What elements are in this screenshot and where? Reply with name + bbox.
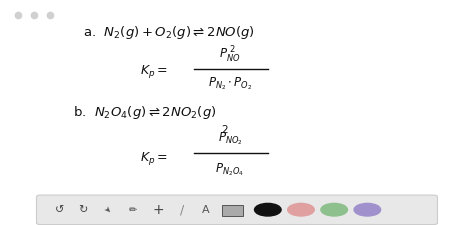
Text: ↺: ↺ (55, 205, 64, 215)
Text: +: + (153, 203, 164, 217)
Text: $P_{NO_2}$: $P_{NO_2}$ (218, 130, 242, 147)
Circle shape (321, 203, 347, 216)
Text: $P_{NO}^{\ 2}$: $P_{NO}^{\ 2}$ (219, 45, 241, 65)
Text: b.  $N_2O_4(g) \rightleftharpoons 2NO_2(g)$: b. $N_2O_4(g) \rightleftharpoons 2NO_2(g… (73, 104, 217, 121)
Circle shape (354, 203, 381, 216)
Text: $P_{N_2O_4}$: $P_{N_2O_4}$ (216, 162, 244, 178)
Text: ✏: ✏ (128, 205, 137, 215)
Text: a.  $N_2(g) + O_2(g) \rightleftharpoons 2NO(g)$: a. $N_2(g) + O_2(g) \rightleftharpoons 2… (83, 24, 255, 41)
Circle shape (255, 203, 281, 216)
Text: $K_p =$: $K_p =$ (140, 63, 168, 81)
Text: /: / (181, 203, 184, 216)
Text: $P_{N_2} \cdot P_{O_2}$: $P_{N_2} \cdot P_{O_2}$ (208, 75, 252, 92)
FancyBboxPatch shape (222, 205, 243, 216)
Text: $2$: $2$ (221, 123, 229, 135)
FancyBboxPatch shape (36, 195, 438, 225)
Circle shape (288, 203, 314, 216)
Text: $K_p =$: $K_p =$ (140, 150, 168, 167)
Text: A: A (202, 205, 210, 215)
Text: ↻: ↻ (78, 205, 88, 215)
Text: ➤: ➤ (101, 204, 112, 215)
